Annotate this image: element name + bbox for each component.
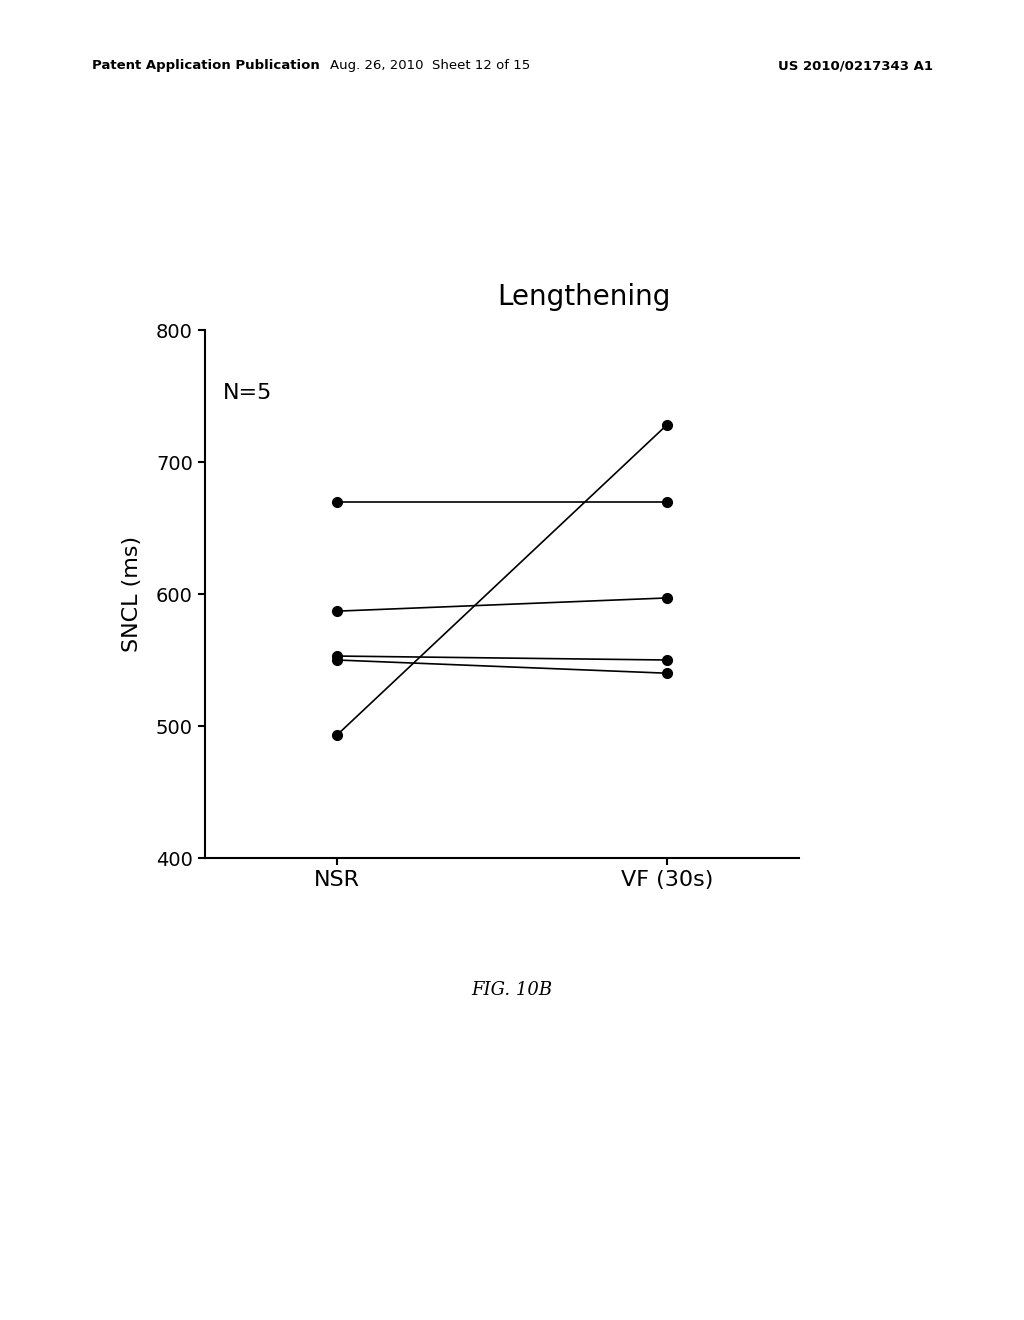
Text: Aug. 26, 2010  Sheet 12 of 15: Aug. 26, 2010 Sheet 12 of 15	[330, 59, 530, 73]
Text: N=5: N=5	[222, 383, 272, 403]
Text: Lengthening: Lengthening	[497, 282, 671, 312]
Text: FIG. 10B: FIG. 10B	[471, 981, 553, 999]
Y-axis label: SNCL (ms): SNCL (ms)	[122, 536, 142, 652]
Text: Patent Application Publication: Patent Application Publication	[92, 59, 319, 73]
Text: US 2010/0217343 A1: US 2010/0217343 A1	[778, 59, 933, 73]
